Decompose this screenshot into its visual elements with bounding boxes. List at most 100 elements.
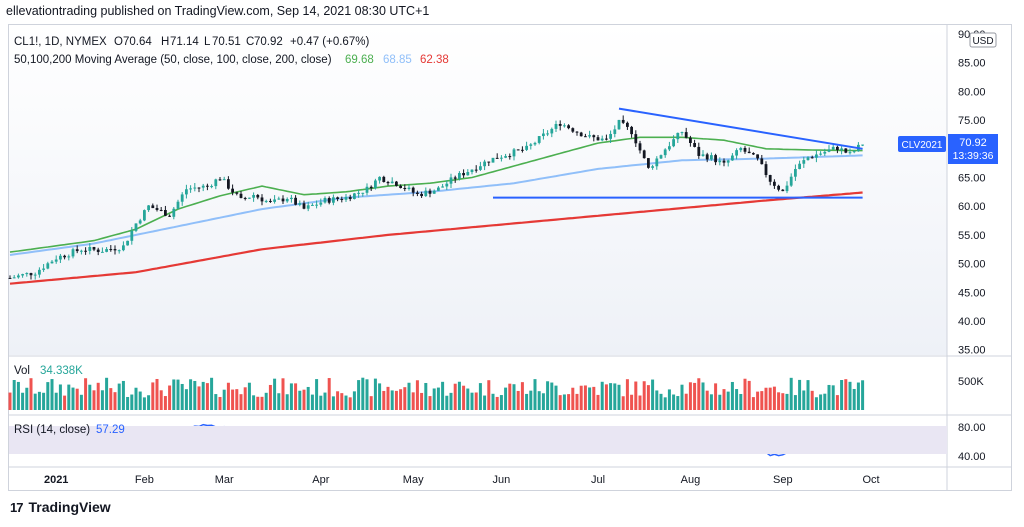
time-tick-label: Sep xyxy=(773,474,793,486)
volume-bar xyxy=(327,378,331,410)
last-price-label: 70.92 xyxy=(959,137,987,149)
price-tick-label: 60.00 xyxy=(958,201,986,213)
volume-bar xyxy=(96,382,100,410)
candle-body xyxy=(33,274,37,276)
volume-bar xyxy=(126,396,130,410)
volume-bar xyxy=(709,394,713,410)
candle-body xyxy=(403,187,407,190)
volume-bar xyxy=(546,381,550,410)
volume-bar xyxy=(264,392,268,410)
candle-body xyxy=(479,166,482,170)
volume-bar xyxy=(218,396,222,410)
volume-bar xyxy=(516,390,520,410)
candle-body xyxy=(315,204,318,206)
volume-bar xyxy=(772,386,776,410)
volume-bar xyxy=(344,395,348,410)
candle-body xyxy=(617,119,621,130)
chart-frame xyxy=(8,24,1012,491)
price-tick-label: 55.00 xyxy=(958,230,986,242)
volume-bar xyxy=(100,390,104,410)
volume-bar xyxy=(58,384,62,410)
volume-bar xyxy=(243,387,247,410)
legend-h-value: 71.14 xyxy=(170,36,199,48)
volume-bar xyxy=(390,390,394,410)
candle-body xyxy=(651,166,654,168)
volume-bar xyxy=(394,390,398,410)
candle-body xyxy=(504,156,507,158)
candle-body xyxy=(722,160,726,163)
volume-bar xyxy=(718,394,722,410)
candle-body xyxy=(537,136,541,143)
volume-bar xyxy=(504,387,508,410)
volume-bar xyxy=(298,390,302,410)
volume-bar xyxy=(193,380,197,410)
candle-body xyxy=(575,131,579,133)
volume-bar xyxy=(415,380,419,410)
resistance-trendline[interactable] xyxy=(618,107,863,150)
volume-bar xyxy=(474,392,478,410)
candle-body xyxy=(327,198,331,203)
volume-bar xyxy=(42,392,46,410)
candle-body xyxy=(54,259,58,262)
candle-body xyxy=(680,132,684,134)
candle-body xyxy=(563,125,566,127)
candle-body xyxy=(239,193,243,198)
volume-bar xyxy=(231,389,235,410)
volume-bar xyxy=(319,395,323,410)
volume-bar xyxy=(588,387,592,410)
candle-body xyxy=(109,249,113,251)
tradingview-logo[interactable]: 17 TradingView xyxy=(10,499,111,515)
candle-body xyxy=(567,125,570,129)
symbol-tag-label: CLV2021 xyxy=(902,140,943,151)
volume-bar xyxy=(21,392,25,410)
volume-bar xyxy=(302,389,306,410)
candle-body xyxy=(630,126,633,135)
volume-bar xyxy=(567,394,571,410)
volume-bar xyxy=(184,389,188,410)
candle-body xyxy=(852,151,856,153)
candle-body xyxy=(458,173,461,179)
volume-bar xyxy=(676,396,680,410)
volume-bar xyxy=(651,379,655,410)
price-axis[interactable]: 90.0085.0080.0075.0070.0065.0060.0055.00… xyxy=(958,29,986,357)
volume-bar xyxy=(814,397,818,410)
volume-bar xyxy=(793,395,797,410)
rsi-axis-tick: 80.00 xyxy=(958,422,986,434)
volume-bar xyxy=(487,380,491,410)
volume-bar xyxy=(323,392,327,410)
candle-body xyxy=(172,208,176,217)
volume-bar xyxy=(294,383,298,410)
time-tick-label: 2021 xyxy=(44,474,68,486)
volume-bar xyxy=(239,394,243,410)
volume-bar xyxy=(12,379,16,410)
volume-bar xyxy=(764,387,768,410)
volume-bar xyxy=(789,377,793,410)
time-axis[interactable]: 2021 Feb Mar Apr May Jun Jul Aug Sep Oct xyxy=(44,474,880,486)
volume-bar xyxy=(306,386,310,410)
volume-bar xyxy=(856,382,860,410)
candle-body xyxy=(638,143,642,151)
volume-bar xyxy=(613,383,617,410)
currency-badge[interactable] xyxy=(969,32,997,48)
volume-bar xyxy=(806,380,810,410)
volume-bar xyxy=(256,396,260,410)
candle-body xyxy=(445,183,449,187)
volume-bar xyxy=(138,391,142,410)
candle-body xyxy=(731,155,734,161)
volume-bar xyxy=(340,393,344,410)
candle-body xyxy=(861,144,864,146)
candle-body xyxy=(571,128,575,132)
candle-body xyxy=(407,187,411,190)
volume-bar xyxy=(508,383,512,410)
volume-bar xyxy=(693,382,697,410)
candle-body xyxy=(462,173,465,176)
volume-bar xyxy=(168,385,172,410)
candle-body xyxy=(470,169,474,173)
volume-bar xyxy=(348,397,352,410)
volume-bar xyxy=(844,379,848,410)
candle-body xyxy=(227,179,230,189)
candle-body xyxy=(294,197,297,205)
time-tick-label: Apr xyxy=(312,474,329,486)
candle-body xyxy=(185,189,188,195)
